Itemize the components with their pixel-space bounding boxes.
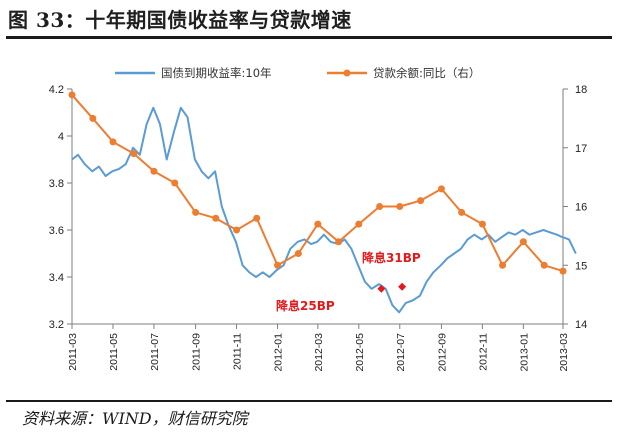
legend-label-bond: 国债到期收益率:10年 — [161, 66, 272, 80]
data-point-loan-growth — [519, 238, 527, 246]
data-point-loan-growth — [130, 150, 138, 158]
footer-rule — [6, 400, 612, 402]
data-point-loan-growth — [150, 167, 158, 175]
x-axis-tick-label: 2011-11 — [232, 333, 244, 370]
annotation-marker — [377, 284, 386, 293]
right-axis-tick-label: 15 — [575, 260, 587, 272]
x-axis-tick-label: 2011-09 — [191, 333, 203, 371]
series-line-bond-yield — [71, 106, 577, 314]
chart-series — [68, 91, 577, 314]
right-axis-tick-label: 17 — [575, 143, 587, 155]
annotation-label-31bp: 降息31BP — [362, 250, 421, 265]
title-rule — [6, 36, 612, 39]
data-point-loan-growth — [417, 197, 425, 205]
x-axis-tick-label: 2012-01 — [273, 333, 285, 372]
data-point-loan-growth — [212, 214, 220, 222]
data-point-loan-growth — [314, 220, 322, 228]
x-axis-tick-label: 2012-03 — [313, 333, 325, 372]
data-point-loan-growth — [540, 261, 548, 269]
x-axis-tick-label: 2013-01 — [518, 333, 530, 372]
annotation-label-25bp: 降息25BP — [276, 298, 335, 313]
annotation-marker — [398, 282, 407, 291]
left-axis-tick-label: 3.2 — [49, 319, 64, 331]
data-point-loan-growth — [192, 208, 200, 216]
data-point-loan-growth — [559, 267, 567, 275]
legend-marker-loan — [343, 69, 351, 77]
data-point-loan-growth — [253, 214, 261, 222]
left-axis-tick-label: 4 — [58, 131, 64, 143]
page-title: 图 33：十年期国债收益率与贷款增速 — [8, 8, 352, 32]
data-point-loan-growth — [437, 185, 445, 193]
data-point-loan-growth — [89, 114, 97, 122]
x-axis-tick-label: 2012-07 — [395, 333, 407, 372]
data-point-loan-growth — [335, 238, 343, 246]
series-line-loan-growth — [71, 94, 564, 273]
x-axis-tick-label: 2012-11 — [477, 333, 489, 371]
data-point-loan-growth — [294, 250, 302, 257]
x-axis-tick-label: 2012-09 — [436, 333, 448, 372]
data-point-loan-growth — [376, 203, 384, 210]
chart-annotations: 降息31BP 降息25BP — [276, 250, 421, 313]
data-point-loan-growth — [233, 226, 241, 234]
x-axis-tick-label: 2012-05 — [354, 333, 366, 372]
right-axis-tick-label: 18 — [575, 84, 587, 96]
left-axis-tick-label: 3.4 — [49, 272, 64, 284]
right-axis-tick-label: 14 — [575, 319, 587, 331]
data-point-loan-growth — [499, 261, 507, 269]
data-point-loan-growth — [171, 179, 179, 187]
chart-legend: 国债到期收益率:10年 贷款余额:同比（右） — [115, 66, 480, 80]
x-axis-tick-label: 2011-07 — [149, 333, 161, 371]
data-point-loan-growth — [274, 261, 282, 269]
x-axis-tick-label: 2011-05 — [108, 333, 120, 371]
legend-label-loan: 贷款余额:同比（右） — [373, 66, 480, 80]
data-point-loan-growth — [478, 220, 486, 228]
chart-axes: 3.2 3.4 3.6 3.8 4 4.2 14 15 16 17 18 2011-03 2011-05… — [49, 84, 588, 372]
data-point-loan-growth — [355, 220, 363, 228]
source-note: 资料来源：WIND，财信研究院 — [22, 409, 248, 428]
x-axis-tick-label: 2013-03 — [558, 333, 570, 372]
data-point-loan-growth — [458, 208, 466, 216]
x-axis-tick-label: 2011-03 — [67, 333, 79, 371]
data-point-loan-growth — [68, 91, 76, 99]
data-point-loan-growth — [109, 138, 117, 146]
data-point-loan-growth — [396, 203, 404, 210]
left-axis-tick-label: 3.6 — [49, 225, 64, 237]
left-axis-tick-label: 4.2 — [49, 84, 64, 96]
right-axis-tick-label: 16 — [575, 202, 587, 214]
left-axis-tick-label: 3.8 — [49, 178, 64, 190]
